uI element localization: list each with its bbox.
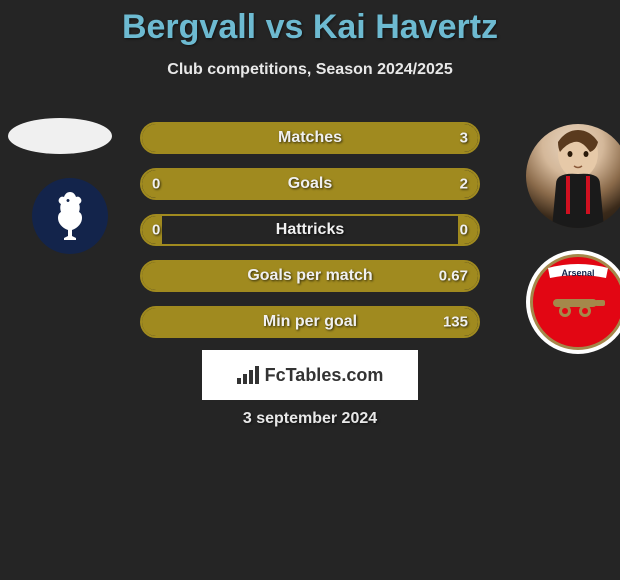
club-left-badge [20,178,120,264]
stat-label: Goals per match [247,267,372,285]
stat-row: 0 Goals 2 [140,168,480,200]
stat-value-right: 0.67 [439,268,468,285]
watermark: FcTables.com [202,350,418,400]
stat-label: Goals [288,175,332,193]
stat-value-right: 2 [460,176,468,193]
stat-row: Matches 3 [140,122,480,154]
stat-value-left: 0 [152,176,160,193]
stat-row: Min per goal 135 [140,306,480,338]
stat-value-right: 135 [443,314,468,331]
stat-row: 0 Hattricks 0 [140,214,480,246]
player-right-avatar [526,124,620,228]
chart-icon [237,366,259,384]
stat-label: Min per goal [263,313,357,331]
stat-row: Goals per match 0.67 [140,260,480,292]
watermark-text: FcTables.com [265,365,384,386]
stat-value-left: 0 [152,222,160,239]
date: 3 september 2024 [243,410,377,428]
svg-text:Arsenal: Arsenal [561,268,594,278]
arsenal-cannon-icon [547,289,609,319]
subtitle: Club competitions, Season 2024/2025 [0,61,620,79]
page-title: Bergvall vs Kai Havertz [0,0,620,47]
club-right-badge: Arsenal [526,250,620,354]
player-left-avatar [8,118,112,154]
stat-value-right: 3 [460,130,468,147]
stats-area: Matches 3 0 Goals 2 0 Hattricks 0 Goals per matc… [140,122,480,352]
stat-label: Matches [278,129,342,147]
stat-value-right: 0 [460,222,468,239]
spurs-cockerel-icon [50,190,90,242]
stat-label: Hattricks [276,221,344,239]
